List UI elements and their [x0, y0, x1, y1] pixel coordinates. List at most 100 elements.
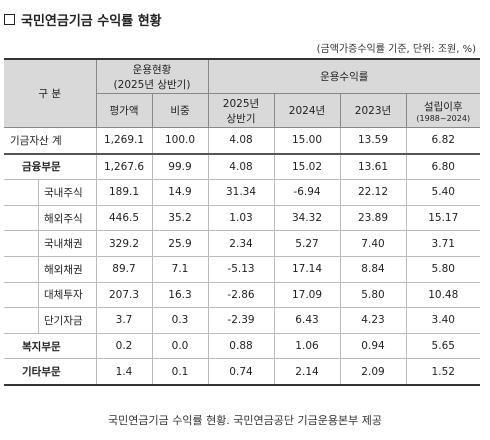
cell-2024: 15.00	[273, 127, 340, 155]
cell-2024: 2.14	[273, 358, 340, 386]
cell-2025h1: -2.39	[207, 307, 274, 334]
header-since: 설립이후 (1988~2024)	[405, 93, 480, 128]
cell-2025h1: -5.13	[207, 256, 274, 283]
cell-since: 5.80	[405, 256, 480, 283]
cell-2024: 15.02	[273, 153, 340, 181]
header-since-line2: (1988~2024)	[416, 113, 471, 123]
cell-2024: 5.27	[273, 230, 340, 257]
table-row-total: 기금자산 계 1,269.1 100.0 4.08 15.00 13.59 6.…	[4, 127, 480, 155]
row-label: 국내채권	[4, 230, 96, 257]
table-row: 대체투자 207.3 16.3 -2.86 17.09 5.80 10.48	[4, 282, 480, 309]
cell-2025h1: -2.86	[207, 282, 274, 309]
cell-2023: 23.89	[339, 205, 406, 232]
header-share: 비중	[151, 93, 209, 128]
table-row: 단기자금 3.7 0.3 -2.39 6.43 4.23 3.40	[4, 307, 480, 334]
cell-2025h1: 4.08	[207, 127, 274, 155]
cell-2023: 5.80	[339, 282, 406, 309]
table-row-other: 기타부문 1.4 0.1 0.74 2.14 2.09 1.52	[4, 358, 480, 386]
row-label: 해외주식	[4, 205, 96, 232]
cell-2025h1: 2.34	[207, 230, 274, 257]
cell-share: 14.9	[151, 179, 208, 206]
checkbox-square-icon	[4, 14, 15, 25]
cell-2024: -6.94	[273, 179, 340, 206]
cell-2023: 8.84	[339, 256, 406, 283]
header-2023: 2023년	[339, 93, 407, 128]
cell-amount: 1.4	[95, 358, 152, 386]
cell-2023: 0.94	[339, 332, 406, 360]
cell-since: 3.40	[405, 307, 480, 334]
title-text: 국민연금기금 수익률 현황	[21, 14, 162, 29]
header-holdings-period: (2025년 상반기)	[113, 78, 191, 91]
cell-2023: 4.23	[339, 307, 406, 334]
cell-since: 1.52	[405, 358, 480, 386]
header-since-line1: 설립이후	[423, 100, 463, 113]
header-holdings-label: 운용현황	[132, 63, 172, 76]
cell-since: 15.17	[405, 205, 480, 232]
cell-since: 6.82	[405, 127, 480, 155]
cell-amount: 1,269.1	[95, 127, 152, 155]
header-2024: 2024년	[273, 93, 341, 128]
header-2025h1: 2025년 상반기	[207, 93, 275, 128]
table-row: 해외주식 446.5 35.2 1.03 34.32 23.89 15.17	[4, 205, 480, 232]
row-label: 기금자산 계	[10, 134, 62, 147]
cell-share: 35.2	[151, 205, 208, 232]
cell-amount: 329.2	[95, 230, 152, 257]
cell-2023: 13.61	[339, 153, 406, 181]
cell-amount: 0.2	[95, 332, 152, 360]
cell-2024: 34.32	[273, 205, 340, 232]
header-holdings-group: 운용현황 (2025년 상반기)	[95, 58, 209, 94]
row-label: 대체투자	[4, 282, 96, 309]
cell-amount: 1,267.6	[95, 153, 152, 181]
cell-since: 5.65	[405, 332, 480, 360]
table-row: 국내채권 329.2 25.9 2.34 5.27 7.40 3.71	[4, 230, 480, 257]
header-2025h1-line1: 2025년	[222, 97, 260, 110]
cell-2024: 17.14	[273, 256, 340, 283]
row-label: 금융부문	[22, 161, 61, 174]
cell-2023: 22.12	[339, 179, 406, 206]
cell-share: 0.0	[151, 332, 208, 360]
cell-share: 7.1	[151, 256, 208, 283]
cell-amount: 446.5	[95, 205, 152, 232]
cell-since: 3.71	[405, 230, 480, 257]
cell-share: 16.3	[151, 282, 208, 309]
unit-note: (금액가증수익률 기준, 단위: 조원, %)	[316, 44, 476, 55]
row-label: 국내주식	[4, 179, 96, 206]
cell-2023: 7.40	[339, 230, 406, 257]
cell-since: 10.48	[405, 282, 480, 309]
cell-2025h1: 0.74	[207, 358, 274, 386]
cell-2023: 2.09	[339, 358, 406, 386]
image-caption: 국민연금기금 수익률 현황. 국민연금공단 기금운용본부 제공	[108, 414, 382, 427]
row-label: 단기자금	[4, 307, 96, 334]
cell-2024: 1.06	[273, 332, 340, 360]
header-2025h1-line2: 상반기	[226, 112, 256, 125]
table-row: 국내주식 189.1 14.9 31.34 -6.94 22.12 5.40	[4, 179, 480, 206]
header-returns-group: 운용수익률	[207, 58, 480, 94]
table-row-welfare: 복지부문 0.2 0.0 0.88 1.06 0.94 5.65	[4, 332, 480, 360]
cell-amount: 3.7	[95, 307, 152, 334]
cell-2024: 6.43	[273, 307, 340, 334]
cell-share: 0.1	[151, 358, 208, 386]
cell-share: 0.3	[151, 307, 208, 334]
table-row-financial: 금융부문 1,267.6 99.9 4.08 15.02 13.61 6.80	[4, 153, 480, 181]
row-label: 해외채권	[4, 256, 96, 283]
cell-share: 25.9	[151, 230, 208, 257]
table-row: 해외채권 89.7 7.1 -5.13 17.14 8.84 5.80	[4, 256, 480, 283]
cell-2025h1: 1.03	[207, 205, 274, 232]
header-gubun: 구 분	[4, 58, 97, 128]
cell-since: 5.40	[405, 179, 480, 206]
cell-2025h1: 4.08	[207, 153, 274, 181]
cell-2025h1: 0.88	[207, 332, 274, 360]
row-label: 복지부문	[22, 340, 61, 353]
page-title: 국민연금기금 수익률 현황	[4, 10, 162, 29]
row-label: 기타부문	[22, 366, 61, 379]
cell-amount: 89.7	[95, 256, 152, 283]
returns-table: 구 분 운용현황 (2025년 상반기) 운용수익률 평가액 비중 2025년 …	[4, 58, 480, 386]
cell-2025h1: 31.34	[207, 179, 274, 206]
cell-amount: 207.3	[95, 282, 152, 309]
cell-2023: 13.59	[339, 127, 406, 155]
cell-amount: 189.1	[95, 179, 152, 206]
cell-share: 99.9	[151, 153, 208, 181]
cell-since: 6.80	[405, 153, 480, 181]
cell-2024: 17.09	[273, 282, 340, 309]
header-amount: 평가액	[95, 93, 153, 128]
